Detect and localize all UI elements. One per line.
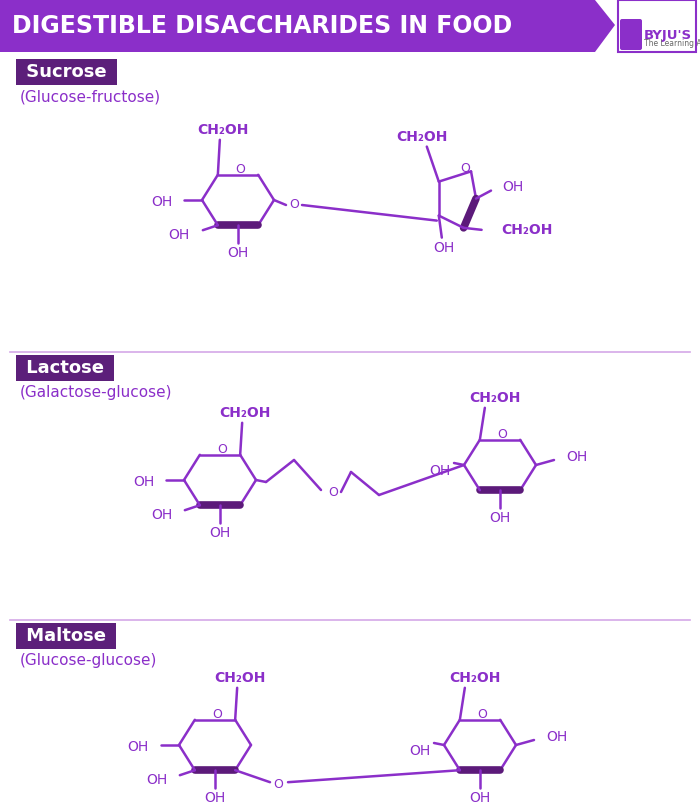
Text: BYJU'S: BYJU'S — [644, 28, 692, 41]
Text: CH₂OH: CH₂OH — [396, 130, 447, 144]
Text: CH₂OH: CH₂OH — [214, 671, 266, 684]
Text: Sucrose: Sucrose — [20, 63, 113, 81]
Text: CH₂OH: CH₂OH — [197, 122, 248, 137]
Text: O: O — [273, 778, 283, 791]
Text: OH: OH — [470, 792, 491, 805]
FancyBboxPatch shape — [620, 19, 642, 50]
Text: OH: OH — [566, 450, 587, 464]
Text: O: O — [217, 444, 227, 457]
Text: OH: OH — [502, 179, 524, 194]
Text: CH₂OH: CH₂OH — [469, 391, 521, 405]
Text: OH: OH — [489, 511, 510, 526]
Text: O: O — [477, 708, 487, 721]
Polygon shape — [0, 0, 615, 52]
Text: CH₂OH: CH₂OH — [502, 223, 553, 237]
Text: O: O — [328, 486, 338, 499]
Text: OH: OH — [546, 730, 567, 744]
Text: OH: OH — [409, 744, 430, 758]
Text: OH: OH — [127, 740, 149, 754]
Text: CH₂OH: CH₂OH — [449, 671, 500, 684]
Text: OH: OH — [133, 475, 154, 489]
FancyBboxPatch shape — [618, 0, 696, 52]
Text: The Learning App: The Learning App — [644, 40, 700, 49]
Text: OH: OH — [209, 526, 230, 540]
Text: O: O — [460, 162, 470, 175]
Text: OH: OH — [204, 792, 225, 805]
Text: OH: OH — [428, 464, 450, 478]
Text: O: O — [289, 199, 299, 212]
Text: OH: OH — [150, 195, 172, 209]
Text: O: O — [212, 708, 222, 721]
Text: OH: OH — [152, 508, 173, 522]
Text: OH: OH — [433, 241, 454, 255]
Text: OH: OH — [228, 247, 248, 260]
Text: (Glucose-glucose): (Glucose-glucose) — [20, 653, 158, 667]
Text: O: O — [235, 163, 245, 176]
Text: (Galactose-glucose): (Galactose-glucose) — [20, 385, 172, 401]
Text: Maltose: Maltose — [20, 627, 112, 645]
Text: CH₂OH: CH₂OH — [220, 406, 271, 420]
Text: OH: OH — [146, 773, 168, 787]
Text: DIGESTIBLE DISACCHARIDES IN FOOD: DIGESTIBLE DISACCHARIDES IN FOOD — [12, 14, 512, 38]
Text: (Glucose-fructose): (Glucose-fructose) — [20, 89, 161, 105]
Text: OH: OH — [169, 228, 190, 242]
Text: Lactose: Lactose — [20, 359, 111, 377]
Text: O: O — [497, 428, 507, 441]
